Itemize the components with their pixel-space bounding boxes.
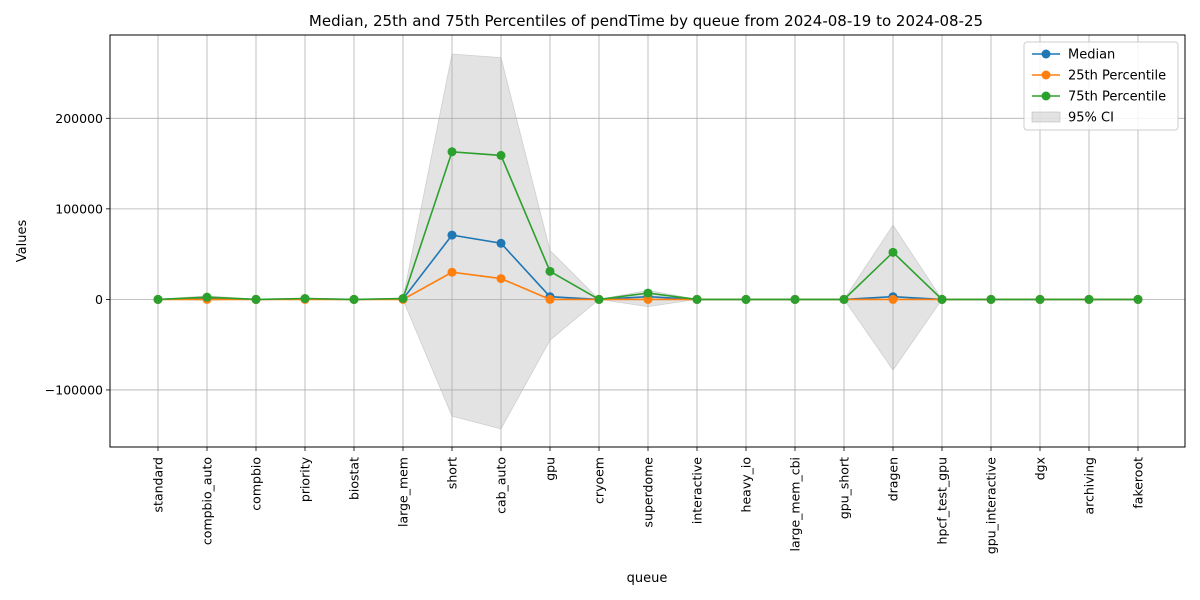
data-point-75th-percentile xyxy=(594,294,604,304)
plot-frame xyxy=(109,34,1186,448)
x-tick-label: dragen xyxy=(886,457,901,501)
x-tick-label: cryoem xyxy=(592,457,607,504)
legend-marker-75th-percentile xyxy=(1041,91,1051,101)
x-axis-title: queue xyxy=(627,571,668,586)
data-point-75th-percentile xyxy=(251,294,261,304)
data-point-median xyxy=(496,238,506,248)
ci-band-area xyxy=(157,53,1138,430)
legend-label-75th-percentile: 75th Percentile xyxy=(1068,90,1166,105)
data-point-75th-percentile xyxy=(153,294,163,304)
x-tick-label: gpu xyxy=(543,457,558,481)
data-point-75th-percentile xyxy=(888,247,898,257)
data-point-75th-percentile xyxy=(986,294,996,304)
legend-marker-25th-percentile xyxy=(1041,70,1051,80)
y-axis-title: Values xyxy=(15,220,30,263)
x-tick-label: heavy_io xyxy=(739,457,754,512)
data-point-75th-percentile xyxy=(300,293,310,303)
data-point-75th-percentile xyxy=(1133,294,1143,304)
grid xyxy=(110,35,1185,447)
x-tick-label: compbio xyxy=(249,457,264,511)
x-tick-label: superdome xyxy=(641,457,656,528)
x-tick-label: short xyxy=(445,457,460,489)
data-point-75th-percentile xyxy=(496,150,506,160)
series-lines xyxy=(153,147,1143,304)
data-point-25th-percentile xyxy=(643,294,653,304)
y-tick-label: −100000 xyxy=(45,382,103,397)
data-point-75th-percentile xyxy=(741,294,751,304)
chart-title: Median, 25th and 75th Percentiles of pen… xyxy=(309,12,983,30)
legend-label-25th-percentile: 25th Percentile xyxy=(1068,69,1166,84)
x-tick-label: archiving xyxy=(1082,457,1097,515)
data-point-25th-percentile xyxy=(888,294,898,304)
legend-frame xyxy=(1023,41,1179,131)
data-point-median xyxy=(447,230,457,240)
data-point-75th-percentile xyxy=(1084,294,1094,304)
data-point-75th-percentile xyxy=(643,288,653,298)
x-tick-label: hpcf_test_gpu xyxy=(935,457,950,544)
ci-band xyxy=(157,53,1138,430)
x-axis: standard compbio_auto compbio priority biost… xyxy=(151,447,1146,554)
y-tick-label: 200000 xyxy=(55,111,103,126)
data-point-75th-percentile xyxy=(349,294,359,304)
y-tick-label: 100000 xyxy=(55,201,103,216)
x-tick-label: gpu_short xyxy=(837,457,852,519)
data-point-75th-percentile xyxy=(839,294,849,304)
x-tick-label: large_mem_cbi xyxy=(788,457,803,552)
data-point-75th-percentile xyxy=(937,294,947,304)
x-tick-label: dgx xyxy=(1033,457,1048,480)
data-point-75th-percentile xyxy=(692,294,702,304)
data-point-75th-percentile xyxy=(790,294,800,304)
x-tick-label: large_mem xyxy=(396,457,411,527)
data-point-75th-percentile xyxy=(398,293,408,303)
x-tick-label: fakeroot xyxy=(1131,457,1146,509)
legend-label-95-ci: 95% CI xyxy=(1068,111,1114,126)
legend-patch-95-ci xyxy=(1031,111,1061,123)
data-point-25th-percentile xyxy=(545,294,555,304)
x-tick-label: gpu_interactive xyxy=(984,457,999,554)
x-tick-label: interactive xyxy=(690,457,705,524)
data-point-25th-percentile xyxy=(496,274,506,284)
x-tick-label: priority xyxy=(298,456,313,502)
y-tick-label: 0 xyxy=(95,292,103,307)
data-point-75th-percentile xyxy=(545,266,555,276)
y-axis: −100000 0 100000 200000 xyxy=(45,111,110,397)
data-point-75th-percentile xyxy=(1035,294,1045,304)
x-tick-label: standard xyxy=(151,457,166,512)
legend-label-median: Median xyxy=(1068,48,1115,63)
x-tick-label: compbio_auto xyxy=(200,457,215,545)
data-point-25th-percentile xyxy=(447,267,457,277)
x-tick-label: cab_auto xyxy=(494,457,509,514)
series-75th-percentile xyxy=(153,147,1143,304)
data-point-75th-percentile xyxy=(447,147,457,157)
legend: Median 25th Percentile 75th Percentile 95% … xyxy=(1023,41,1179,131)
legend-marker-median xyxy=(1041,49,1051,59)
x-tick-label: biostat xyxy=(347,457,362,500)
data-point-75th-percentile xyxy=(202,292,212,302)
